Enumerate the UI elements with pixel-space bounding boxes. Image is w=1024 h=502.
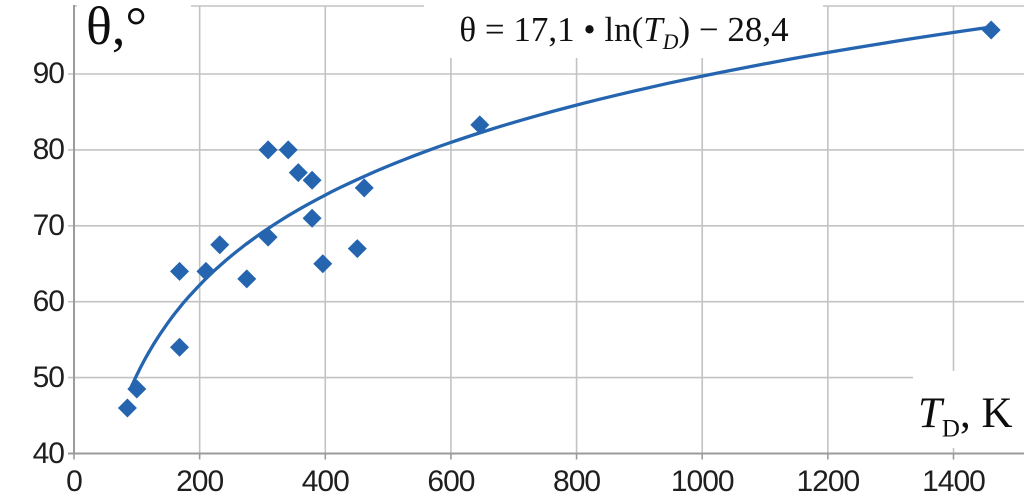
data-point-diamond <box>196 261 216 281</box>
x-tick-label: 800 <box>553 465 601 498</box>
equation-backdrop <box>424 3 823 58</box>
equation-variable-subscript: D <box>662 30 679 54</box>
data-point-diamond <box>258 227 278 247</box>
x-tick-label: 1200 <box>796 465 860 498</box>
data-point-diamond <box>278 140 298 160</box>
data-point-diamond <box>237 269 257 289</box>
trendline-curve <box>128 25 992 390</box>
data-point-diamond <box>981 20 1001 40</box>
data-point-diamond <box>127 379 147 399</box>
data-point-diamond <box>258 140 278 160</box>
x-axis-variable-subscript: D <box>941 415 960 443</box>
data-point-diamond <box>302 208 322 228</box>
data-point-diamond <box>210 235 230 255</box>
x-tick-label: 1400 <box>922 465 986 498</box>
data-point-diamond <box>117 398 137 418</box>
x-tick-label: 400 <box>301 465 350 498</box>
x-tick-label: 600 <box>427 465 475 498</box>
data-point-diamond <box>170 261 190 281</box>
data-point-diamond <box>313 254 333 274</box>
x-tick-label: 200 <box>176 465 224 498</box>
data-point-diamond <box>288 163 308 183</box>
trendline-equation: θ = 17,1 • ln(TD) − 28,4 <box>424 9 824 54</box>
y-tick-label: 90 <box>32 57 65 90</box>
x-tick-label: 1000 <box>670 465 735 498</box>
equation-tail: ) − 28,4 <box>678 10 789 49</box>
y-tick-label: 60 <box>32 284 65 318</box>
x-axis-variable: T <box>918 390 942 437</box>
equation-lead: θ = 17,1 • ln( <box>459 10 644 49</box>
equation-variable: T <box>643 10 663 49</box>
y-tick-label: 40 <box>32 436 65 470</box>
x-tick-label: 0 <box>66 465 83 498</box>
y-axis-title: θ,° <box>86 0 147 56</box>
y-tick-label: 70 <box>32 208 65 242</box>
y-tick-label: 80 <box>32 132 65 166</box>
data-point-diamond <box>170 337 190 357</box>
x-axis-title: TD, K <box>918 390 1013 442</box>
data-point-diamond <box>470 115 490 135</box>
y-axis-title-backdrop <box>77 0 191 64</box>
data-point-diamond <box>302 170 322 190</box>
data-point-diamond <box>347 239 367 259</box>
x-axis-title-backdrop <box>913 371 1024 448</box>
x-axis-unit: , K <box>959 390 1013 437</box>
data-point-diamond <box>354 178 374 198</box>
y-tick-label: 50 <box>32 360 65 394</box>
